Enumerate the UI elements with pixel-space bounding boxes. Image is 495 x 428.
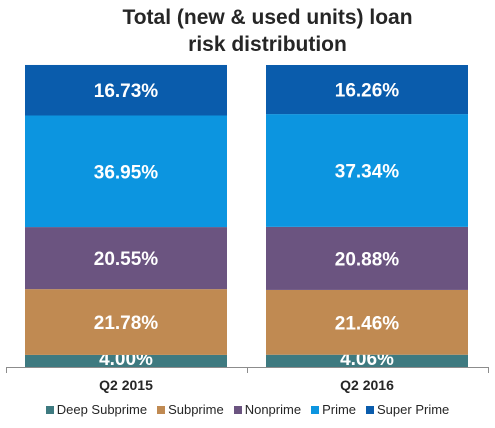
bar-segment-nonprime-2 xyxy=(266,226,468,290)
legend-label: Deep Subprime xyxy=(56,402,148,417)
data-label-super-prime-2: 16.26% xyxy=(335,81,400,102)
legend-label: Nonprime xyxy=(244,402,302,417)
chart-title-line-1: Total (new & used units) loan xyxy=(122,6,413,29)
bar-segment-super-prime-1 xyxy=(25,64,227,116)
bar-segment-subprime-1 xyxy=(25,289,227,355)
data-label-subprime-2: 21.46% xyxy=(335,313,400,334)
legend-item-super-prime: Super Prime xyxy=(366,402,449,417)
legend-swatch xyxy=(311,405,320,414)
chart-title: Total (new & used units) loan risk distr… xyxy=(0,4,495,58)
legend-swatch xyxy=(233,405,242,414)
legend-swatch xyxy=(366,405,375,414)
legend-label: Super Prime xyxy=(377,402,450,417)
legend-item-subprime: Subprime xyxy=(157,402,224,417)
bar-segment-nonprime-1 xyxy=(25,227,227,290)
legend-item-prime: Prime xyxy=(311,402,356,417)
bar-segment-deep-subprime-2 xyxy=(266,354,468,367)
data-label-prime-2: 37.34% xyxy=(335,161,400,182)
legend-item-deep-subprime: Deep Subprime xyxy=(45,402,148,417)
bar-segment-prime-2 xyxy=(266,114,468,227)
bar-segment-prime-1 xyxy=(25,115,227,228)
legend-label: Subprime xyxy=(168,402,224,417)
x-tick-label-1: Q2 2015 xyxy=(99,377,153,393)
legend-swatch xyxy=(157,405,166,414)
stacked-bar-chart: 4.00%21.78%20.55%36.95%16.73%Q2 20154.06… xyxy=(6,64,489,393)
bar-segment-super-prime-2 xyxy=(266,65,468,115)
data-label-super-prime-1: 16.73% xyxy=(94,81,159,102)
data-label-subprime-1: 21.78% xyxy=(94,313,159,334)
legend-item-nonprime: Nonprime xyxy=(233,402,302,417)
data-label-nonprime-2: 20.88% xyxy=(335,249,400,270)
data-label-prime-1: 36.95% xyxy=(94,162,159,183)
legend-label: Prime xyxy=(322,402,357,417)
bar-segment-deep-subprime-1 xyxy=(25,354,227,367)
data-label-nonprime-1: 20.55% xyxy=(94,249,159,270)
chart-title-line-2: risk distribution xyxy=(188,33,347,56)
bar-segment-subprime-2 xyxy=(266,289,468,355)
chart-legend: Deep Subprime Subprime Nonprime Prime Super … xyxy=(0,402,495,417)
legend-swatch xyxy=(45,405,54,414)
x-tick-label-2: Q2 2016 xyxy=(340,377,394,393)
